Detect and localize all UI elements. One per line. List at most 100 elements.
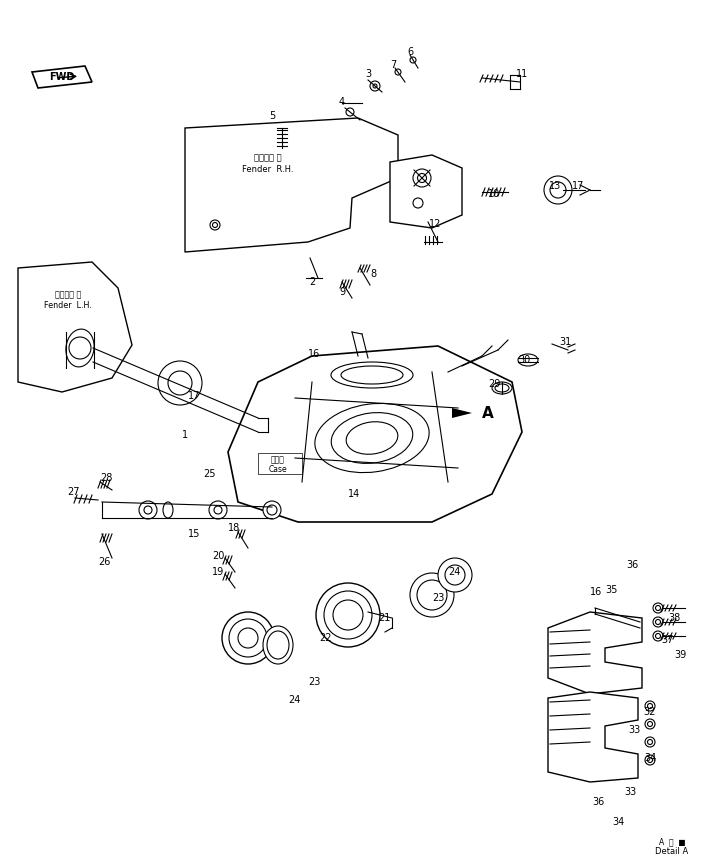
Ellipse shape [331, 362, 413, 388]
Ellipse shape [315, 404, 429, 472]
Text: 7: 7 [390, 60, 396, 70]
Text: 13: 13 [549, 181, 561, 191]
Circle shape [550, 182, 566, 198]
Text: 12: 12 [429, 219, 441, 229]
Circle shape [647, 703, 652, 708]
Circle shape [168, 371, 192, 395]
Text: Fender  R.H.: Fender R.H. [242, 166, 294, 174]
Polygon shape [390, 155, 462, 228]
Circle shape [655, 634, 660, 639]
Circle shape [647, 758, 652, 762]
Text: 38: 38 [668, 613, 680, 623]
Ellipse shape [163, 502, 173, 518]
Circle shape [158, 361, 202, 405]
Text: 10: 10 [488, 189, 500, 199]
Circle shape [655, 620, 660, 624]
Text: 37: 37 [662, 635, 674, 645]
Circle shape [647, 740, 652, 745]
Text: 4: 4 [339, 97, 345, 107]
Text: 19: 19 [212, 567, 224, 577]
Polygon shape [452, 408, 472, 418]
Ellipse shape [518, 354, 538, 366]
Text: 11: 11 [516, 69, 528, 79]
Circle shape [647, 721, 652, 727]
Text: A  矢  ■: A 矢 ■ [659, 838, 685, 846]
Text: 25: 25 [204, 469, 216, 479]
Text: 32: 32 [644, 707, 656, 717]
Text: Case: Case [269, 464, 288, 474]
Text: 34: 34 [644, 753, 656, 763]
Circle shape [410, 573, 454, 617]
Circle shape [324, 591, 372, 639]
Text: 6: 6 [407, 47, 413, 57]
Circle shape [655, 606, 660, 610]
Circle shape [209, 501, 227, 519]
Circle shape [645, 701, 655, 711]
Circle shape [373, 84, 377, 88]
Text: 5: 5 [269, 111, 275, 121]
Circle shape [410, 57, 416, 63]
Text: Fender  L.H.: Fender L.H. [44, 301, 92, 311]
Text: 36: 36 [592, 797, 604, 807]
Polygon shape [185, 118, 398, 252]
Circle shape [438, 558, 472, 592]
Text: 30: 30 [518, 355, 530, 365]
Text: 18: 18 [228, 523, 240, 533]
Text: 34: 34 [612, 817, 624, 827]
Text: 31: 31 [559, 337, 571, 347]
Ellipse shape [267, 631, 289, 659]
Circle shape [238, 628, 258, 648]
Text: 35: 35 [606, 585, 618, 595]
Text: 15: 15 [188, 529, 200, 539]
Circle shape [645, 755, 655, 765]
Text: 16: 16 [590, 587, 602, 597]
Circle shape [263, 501, 281, 519]
Circle shape [316, 583, 380, 647]
Polygon shape [548, 692, 638, 782]
Circle shape [417, 174, 427, 182]
Circle shape [413, 169, 431, 187]
Text: 22: 22 [320, 633, 332, 643]
Text: フェンダ 左: フェンダ 左 [55, 291, 81, 299]
Text: 28: 28 [100, 473, 112, 483]
Text: 17: 17 [571, 181, 584, 191]
Circle shape [417, 580, 447, 610]
Circle shape [144, 506, 152, 514]
Circle shape [653, 617, 663, 627]
Circle shape [445, 565, 465, 585]
Circle shape [213, 222, 218, 227]
Text: 1: 1 [182, 430, 188, 440]
Text: 33: 33 [628, 725, 640, 735]
Ellipse shape [331, 412, 413, 464]
Polygon shape [548, 612, 642, 694]
Ellipse shape [346, 422, 397, 454]
Circle shape [139, 501, 157, 519]
Text: 20: 20 [212, 551, 224, 561]
Circle shape [210, 220, 220, 230]
Polygon shape [228, 346, 522, 522]
Circle shape [222, 612, 274, 664]
Text: A: A [482, 405, 494, 420]
Circle shape [69, 337, 91, 359]
Circle shape [395, 69, 401, 75]
Circle shape [267, 505, 277, 515]
Circle shape [653, 631, 663, 641]
Text: FWD: FWD [50, 72, 75, 82]
Ellipse shape [263, 626, 293, 664]
Circle shape [229, 619, 267, 657]
Circle shape [346, 108, 354, 116]
Text: 33: 33 [624, 787, 636, 797]
Text: 2: 2 [309, 277, 315, 287]
Text: 36: 36 [626, 560, 638, 570]
Circle shape [413, 198, 423, 208]
Circle shape [653, 603, 663, 613]
Text: 21: 21 [378, 613, 390, 623]
Text: 14: 14 [348, 489, 360, 499]
Text: 26: 26 [98, 557, 110, 567]
Text: 24: 24 [448, 567, 460, 577]
Circle shape [645, 719, 655, 729]
Text: 29: 29 [488, 379, 500, 389]
Ellipse shape [341, 366, 403, 384]
Text: 16: 16 [308, 349, 320, 359]
Polygon shape [32, 66, 92, 88]
